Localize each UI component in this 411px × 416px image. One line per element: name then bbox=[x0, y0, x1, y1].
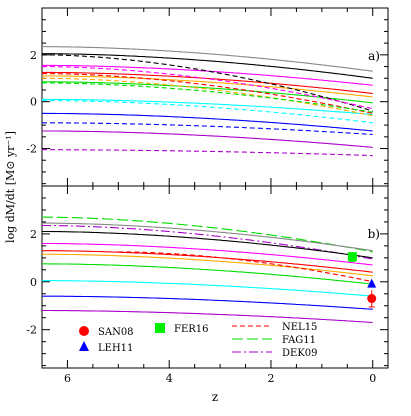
data-point-leh11 bbox=[367, 278, 377, 288]
series-line-1-5 bbox=[42, 75, 373, 98]
series-line-2-8 bbox=[42, 263, 373, 285]
series-line-2-1 bbox=[42, 216, 373, 253]
series-line-2-12 bbox=[118, 251, 373, 283]
y-tick-label: -2 bbox=[26, 143, 37, 156]
x-axis-label: z bbox=[212, 390, 218, 404]
y-tick-label: 2 bbox=[30, 228, 37, 241]
y-axis-label: log dM/dt [M⊙ yr⁻¹] bbox=[4, 131, 17, 243]
legend-marker-fer16 bbox=[155, 323, 165, 333]
series-line-1-17 bbox=[42, 149, 373, 157]
y-tick-label: 0 bbox=[30, 96, 37, 109]
panel-label: a) bbox=[368, 49, 380, 63]
data-point-fer16 bbox=[347, 252, 357, 262]
series-line-1-6 bbox=[42, 81, 373, 104]
series-line-1-8 bbox=[42, 112, 373, 132]
legend-label: FAG11 bbox=[282, 335, 316, 346]
series-line-1-7 bbox=[42, 98, 373, 116]
series-line-1-2 bbox=[42, 53, 373, 79]
legend-marker-leh11 bbox=[79, 341, 89, 351]
series-line-1-1 bbox=[42, 46, 373, 72]
series-line-1-4 bbox=[42, 71, 373, 95]
series-line-2-9 bbox=[42, 280, 373, 297]
panel-frame bbox=[41, 7, 389, 187]
panel-frame bbox=[41, 185, 389, 369]
x-tick-label: 0 bbox=[369, 372, 376, 385]
legend-marker-san08 bbox=[79, 326, 89, 336]
x-tick-label: 2 bbox=[267, 372, 274, 385]
y-tick-label: 2 bbox=[30, 49, 37, 62]
series-line-1-16 bbox=[42, 122, 373, 136]
y-tick-label: -2 bbox=[26, 324, 37, 337]
series-line-1-3 bbox=[42, 64, 373, 86]
series-line-1-14 bbox=[41, 82, 373, 113]
series-line-2-4 bbox=[42, 230, 373, 259]
legend-label: DEK09 bbox=[282, 348, 318, 359]
legend-label: FER16 bbox=[174, 324, 209, 335]
series-line-1-9 bbox=[42, 130, 373, 148]
series-line-2-5 bbox=[42, 242, 373, 266]
data-point-san08 bbox=[367, 294, 377, 304]
series-line-1-15 bbox=[42, 99, 373, 124]
legend-label: SAN08 bbox=[98, 327, 134, 338]
series-line-2-11 bbox=[42, 309, 373, 324]
series-line-2-7 bbox=[42, 253, 373, 277]
panel-label: b) bbox=[368, 227, 380, 241]
series-line-2-6 bbox=[42, 250, 373, 273]
legend-label: NEL15 bbox=[282, 322, 317, 333]
series-line-2-10 bbox=[42, 295, 373, 310]
x-tick-label: 6 bbox=[64, 372, 71, 385]
legend-label: LEH11 bbox=[98, 343, 133, 354]
y-tick-label: 0 bbox=[30, 276, 37, 289]
series-line-2-3 bbox=[42, 222, 373, 252]
x-tick-label: 4 bbox=[166, 372, 173, 385]
series-line-2-2 bbox=[42, 224, 373, 260]
